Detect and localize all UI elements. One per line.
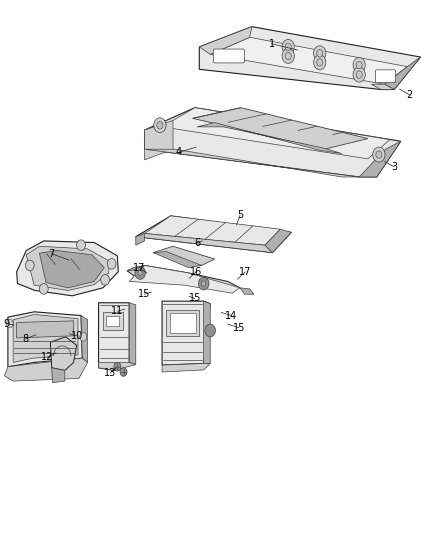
Text: 4: 4: [176, 148, 182, 157]
Polygon shape: [265, 229, 291, 253]
Circle shape: [282, 39, 294, 54]
Polygon shape: [204, 301, 210, 364]
Polygon shape: [8, 312, 82, 367]
Polygon shape: [127, 265, 145, 271]
Text: 15: 15: [138, 289, 151, 299]
Circle shape: [353, 67, 365, 82]
Circle shape: [120, 368, 127, 376]
Circle shape: [285, 52, 291, 60]
Text: 17: 17: [133, 263, 145, 272]
Polygon shape: [136, 233, 145, 245]
Circle shape: [356, 61, 362, 69]
Polygon shape: [145, 120, 173, 160]
Circle shape: [107, 259, 116, 269]
Circle shape: [25, 260, 34, 271]
Polygon shape: [17, 241, 118, 296]
Polygon shape: [129, 303, 136, 365]
Polygon shape: [106, 316, 119, 326]
Polygon shape: [129, 265, 240, 293]
Text: 7: 7: [49, 249, 55, 259]
Polygon shape: [153, 246, 215, 265]
Circle shape: [205, 324, 215, 337]
Polygon shape: [166, 310, 199, 336]
Circle shape: [373, 147, 385, 162]
Circle shape: [356, 71, 362, 78]
Text: 3: 3: [391, 162, 397, 172]
Polygon shape: [127, 265, 240, 288]
Text: 2: 2: [406, 90, 413, 100]
Text: 13: 13: [104, 368, 117, 378]
Circle shape: [77, 240, 85, 251]
Circle shape: [353, 58, 365, 72]
Polygon shape: [385, 57, 420, 90]
Text: 8: 8: [22, 334, 28, 344]
Polygon shape: [162, 108, 390, 159]
Polygon shape: [153, 252, 201, 268]
Polygon shape: [145, 149, 359, 177]
Circle shape: [154, 118, 166, 133]
Polygon shape: [81, 316, 88, 362]
Polygon shape: [162, 364, 210, 372]
Polygon shape: [371, 84, 394, 90]
Text: 1: 1: [268, 39, 275, 49]
Polygon shape: [210, 37, 407, 84]
Circle shape: [39, 284, 48, 294]
Polygon shape: [199, 27, 252, 54]
Circle shape: [101, 274, 110, 285]
Polygon shape: [145, 108, 401, 177]
Polygon shape: [199, 27, 420, 90]
Text: 17: 17: [239, 267, 251, 277]
FancyBboxPatch shape: [375, 70, 396, 83]
Text: 16: 16: [190, 267, 202, 277]
Polygon shape: [197, 123, 342, 154]
Circle shape: [201, 281, 206, 286]
Circle shape: [282, 49, 294, 63]
Text: 15: 15: [189, 294, 201, 303]
Polygon shape: [52, 368, 65, 383]
Polygon shape: [26, 246, 110, 290]
Text: 14: 14: [225, 311, 237, 320]
Text: 9: 9: [4, 319, 10, 328]
Polygon shape: [359, 141, 401, 177]
Circle shape: [138, 270, 142, 276]
Polygon shape: [145, 216, 280, 245]
Polygon shape: [13, 314, 78, 362]
Circle shape: [317, 50, 323, 57]
Polygon shape: [99, 303, 129, 370]
Text: 11: 11: [111, 306, 124, 316]
Polygon shape: [193, 108, 368, 149]
Polygon shape: [17, 321, 74, 338]
Polygon shape: [170, 313, 196, 333]
Circle shape: [114, 362, 121, 371]
Text: 15: 15: [233, 323, 245, 333]
Polygon shape: [50, 337, 77, 370]
Circle shape: [198, 277, 209, 290]
Circle shape: [314, 46, 326, 61]
Polygon shape: [136, 216, 291, 253]
Polygon shape: [103, 312, 123, 330]
Text: 10: 10: [71, 331, 83, 341]
FancyBboxPatch shape: [213, 49, 244, 63]
Polygon shape: [162, 301, 210, 365]
Polygon shape: [136, 233, 272, 253]
Polygon shape: [39, 251, 104, 288]
Polygon shape: [4, 358, 88, 381]
Text: 12: 12: [41, 352, 53, 362]
Circle shape: [135, 266, 145, 279]
Circle shape: [80, 333, 87, 341]
Circle shape: [314, 55, 326, 70]
Circle shape: [157, 122, 163, 129]
Circle shape: [317, 59, 323, 66]
Text: 5: 5: [237, 211, 243, 220]
Text: 6: 6: [194, 238, 200, 247]
Circle shape: [376, 151, 382, 158]
Circle shape: [285, 43, 291, 51]
Polygon shape: [99, 362, 136, 370]
Circle shape: [6, 319, 13, 328]
Polygon shape: [240, 288, 254, 294]
